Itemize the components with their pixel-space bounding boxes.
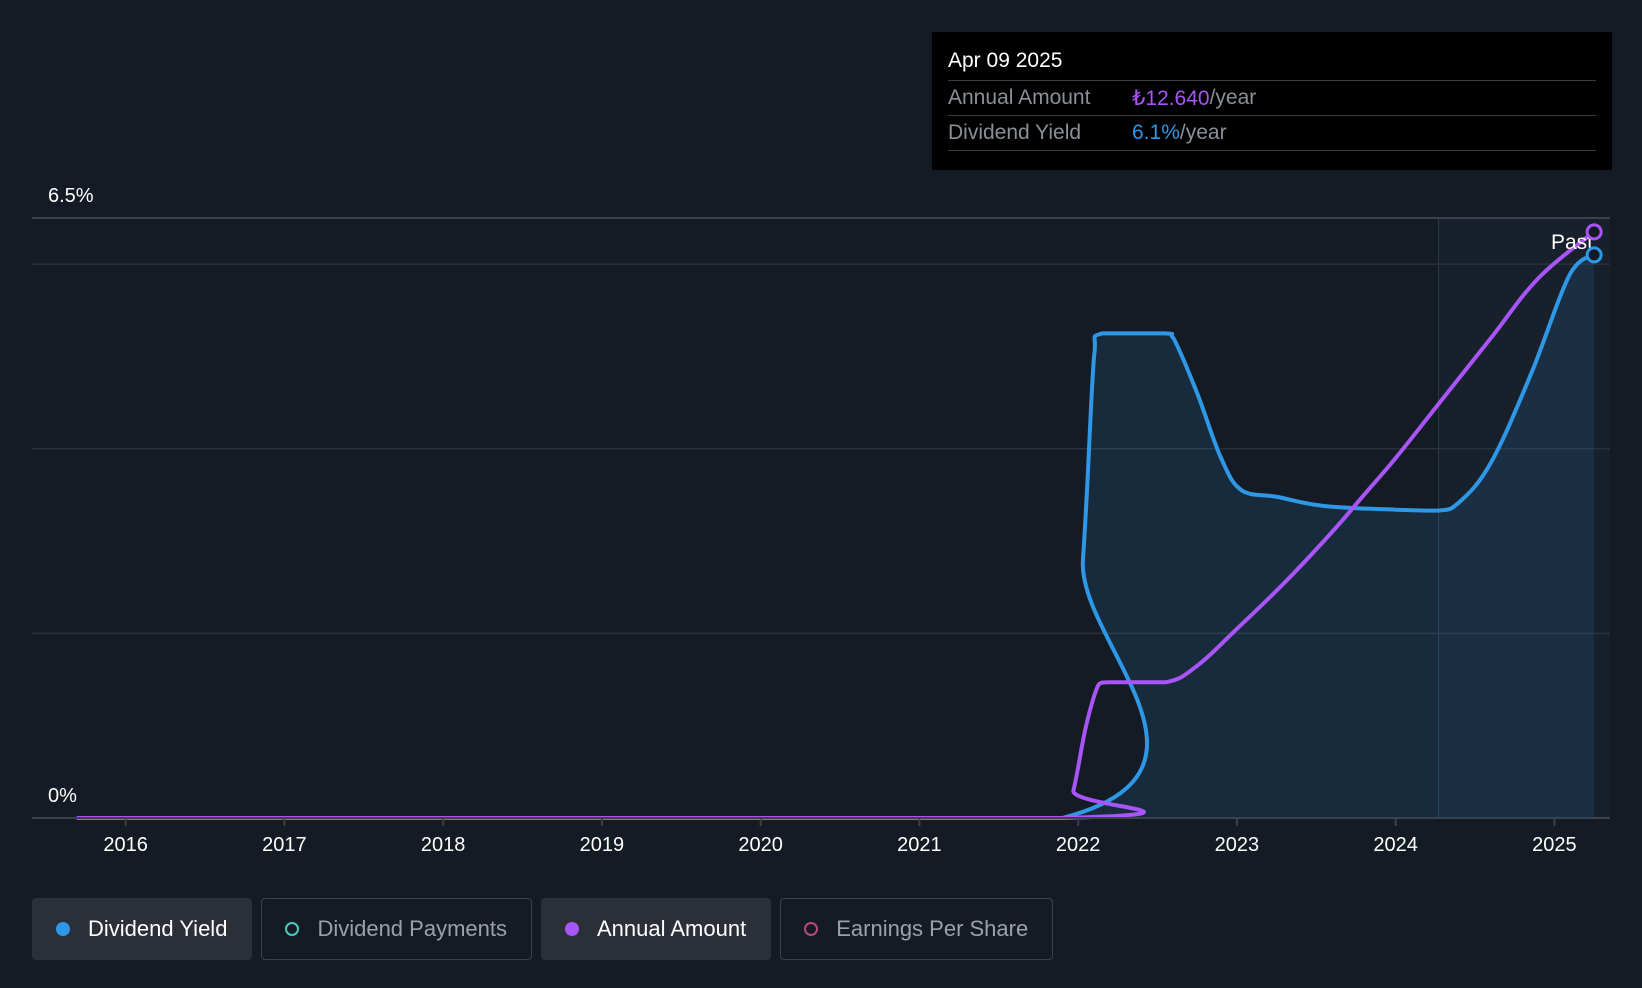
past-label: Past bbox=[1551, 231, 1593, 254]
legend-dividend-yield-label: Dividend Yield bbox=[88, 916, 228, 941]
tooltip-annual-amount-unit: /year bbox=[1209, 86, 1257, 109]
x-tick-label: 2023 bbox=[1215, 834, 1260, 856]
x-tick-label: 2021 bbox=[897, 834, 942, 856]
tooltip-annual-amount-value: ₺12.640 bbox=[1132, 86, 1210, 110]
legend: Dividend Yield Dividend Payments Annual … bbox=[32, 898, 1062, 960]
legend-dividend-payments-label: Dividend Payments bbox=[317, 916, 507, 941]
legend-dividend-yield[interactable]: Dividend Yield bbox=[32, 898, 253, 960]
annual-amount-dot-icon bbox=[564, 922, 579, 936]
legend-annual-amount[interactable]: Annual Amount bbox=[540, 898, 772, 960]
tooltip: Apr 09 2025 Annual Amount ₺12.640 /year … bbox=[932, 32, 1612, 170]
x-tick-label: 2017 bbox=[262, 834, 307, 856]
past-region-shade bbox=[1438, 218, 1610, 818]
y-axis-top-label: 6.5% bbox=[48, 185, 94, 207]
legend-earnings-per-share[interactable]: Earnings Per Share bbox=[780, 898, 1054, 960]
earnings-per-share-dot-icon bbox=[804, 922, 819, 936]
x-tick-label: 2018 bbox=[421, 834, 466, 856]
legend-earnings-per-share-label: Earnings Per Share bbox=[836, 916, 1029, 941]
grid-lines bbox=[32, 217, 1610, 635]
y-axis-bottom-label: 0% bbox=[48, 785, 77, 807]
x-tick-label: 2022 bbox=[1056, 834, 1101, 856]
x-axis-ticks: 2016 2017 2018 2019 2020 2021 2022 2023 2024 2025 bbox=[103, 818, 1577, 856]
tooltip-dividend-yield-label: Dividend Yield bbox=[948, 121, 1082, 144]
tooltip-dividend-yield-unit: /year bbox=[1179, 121, 1227, 144]
dividend-yield-area bbox=[78, 254, 1595, 818]
dividend-yield-dot-icon bbox=[56, 922, 70, 936]
tooltip-dividend-yield-row: Dividend Yield 6.1% /year bbox=[948, 116, 1596, 151]
x-tick-label: 2016 bbox=[103, 834, 148, 856]
x-tick-label: 2024 bbox=[1373, 834, 1418, 856]
tooltip-annual-amount-label: Annual Amount bbox=[948, 86, 1091, 109]
x-tick-label: 2025 bbox=[1532, 834, 1577, 856]
dividend-payments-dot-icon bbox=[285, 922, 300, 936]
tooltip-dividend-yield-value: 6.1% bbox=[1132, 121, 1180, 144]
dividend-yield-end-marker[interactable] bbox=[1585, 246, 1603, 264]
legend-annual-amount-label: Annual Amount bbox=[596, 916, 747, 941]
annual-amount-end-marker[interactable] bbox=[1585, 223, 1603, 241]
x-tick-label: 2019 bbox=[580, 834, 625, 856]
legend-dividend-payments[interactable]: Dividend Payments bbox=[261, 898, 532, 960]
x-tick-label: 2020 bbox=[738, 834, 783, 856]
tooltip-annual-amount-row: Annual Amount ₺12.640 /year bbox=[948, 81, 1596, 116]
dividend-yield-line bbox=[76, 252, 1597, 820]
tooltip-date: Apr 09 2025 bbox=[948, 46, 1596, 81]
